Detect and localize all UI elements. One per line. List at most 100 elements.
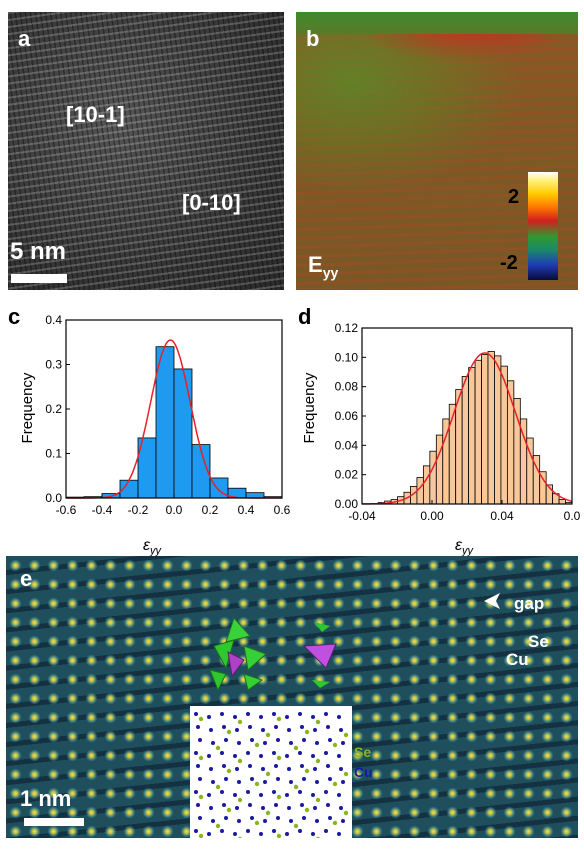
y-tick-label: 0.10 [335, 350, 359, 364]
se-atom [343, 771, 349, 777]
cu-atom [341, 780, 345, 784]
cu-atom [222, 764, 226, 768]
cu-atom [272, 751, 276, 755]
scalebar-a [11, 274, 67, 283]
cu-atom [233, 832, 237, 836]
x-tick-label: 0.4 [238, 503, 255, 517]
cu-atom [313, 767, 317, 771]
x-tick-label: -0.6 [56, 503, 77, 517]
cu-atom [233, 793, 237, 797]
se-atom [265, 732, 271, 738]
cu-atom [235, 767, 239, 771]
cu-atom [211, 780, 215, 784]
inset-cu-label: Cu [354, 764, 373, 780]
cu-atom [339, 728, 343, 732]
cu-atom [341, 819, 345, 823]
cu-atom [285, 832, 289, 836]
cu-atom [261, 728, 265, 732]
histogram-bar [429, 450, 437, 505]
cu-atom [274, 764, 278, 768]
cu-atom [220, 829, 224, 833]
cu-atom [311, 715, 315, 719]
cu-label: Cu [506, 650, 529, 669]
panel-b-strain-map: b 2 -2 Eyy [296, 12, 578, 290]
cu-atom [237, 819, 241, 823]
panel-d-letter: d [298, 304, 311, 329]
histogram-bar [487, 351, 495, 505]
inset-atoms [194, 712, 349, 838]
cu-atom [339, 806, 343, 810]
se-atom [304, 807, 310, 813]
cu-atom [207, 754, 211, 758]
cu-atom [209, 767, 213, 771]
cu-atom [341, 741, 345, 745]
se-atom [226, 768, 232, 774]
se-atom [332, 820, 338, 826]
cu-atom [237, 780, 241, 784]
cu-atom [274, 725, 278, 729]
cu-atom [302, 738, 306, 742]
cu-atom [274, 803, 278, 807]
cu-atom [324, 712, 328, 716]
cu-atom [224, 738, 228, 742]
cu-atom [220, 790, 224, 794]
scalebar-a-label: 5 nm [10, 238, 67, 265]
se-atom [238, 836, 242, 838]
panel-c-letter: c [8, 304, 20, 329]
cu-atom [209, 728, 213, 732]
x-tick-label: -0.04 [348, 509, 376, 523]
cu-atom [196, 764, 200, 768]
se-atom [332, 781, 338, 787]
cu-atom [250, 816, 254, 820]
histogram-bar [481, 354, 489, 505]
cu-atom [194, 790, 198, 794]
panel-d-plot-area: -0.04 0.00 0.04 0.00.000.020.040.060.080.10… [335, 321, 581, 523]
colorbar [528, 172, 558, 280]
panel-e-atomic-image: e gap Se Cu Se Cu 1 nm [6, 556, 578, 838]
cu-atom [233, 754, 237, 758]
x-tick-label: 0.2 [202, 503, 219, 517]
se-atom [198, 716, 204, 722]
cu-atom [196, 725, 200, 729]
se-atom [215, 823, 221, 829]
cu-atom [246, 712, 250, 716]
x-tick-label: -0.2 [128, 503, 149, 517]
cu-atom [324, 829, 328, 833]
se-atom [237, 758, 243, 764]
cu-atom [272, 829, 276, 833]
y-tick-label: 0.0 [45, 491, 62, 505]
cu-atom [259, 793, 263, 797]
se-atom [332, 742, 338, 748]
cu-atom [315, 741, 319, 745]
x-tick-label: 0.04 [490, 509, 514, 523]
histogram-bar [474, 359, 482, 505]
cu-atom [207, 793, 211, 797]
y-tick-label: 0.06 [335, 409, 359, 423]
x-tick-label: 0.0 [564, 509, 581, 523]
se-atom [316, 836, 320, 838]
cu-atom [207, 715, 211, 719]
se-atom [215, 784, 221, 790]
panel-d-histogram: d Frequency εyy -0.04 0.00 0.04 0.00.000.02… [298, 304, 581, 556]
cu-atom [339, 767, 343, 771]
cu-atom [315, 819, 319, 823]
se-atom [315, 797, 321, 803]
colorbar-max-label: 2 [508, 186, 520, 208]
purple-polyhedron [302, 622, 337, 688]
histogram-bar [422, 465, 431, 505]
cu-atom [246, 790, 250, 794]
cu-atom [313, 806, 317, 810]
colorbar-min-label: -2 [500, 252, 518, 274]
y-tick-label: 0.12 [335, 321, 359, 335]
se-atom [343, 732, 349, 738]
se-atom [304, 729, 310, 735]
cu-atom [263, 780, 267, 784]
histogram-bar [494, 355, 502, 505]
cu-atom [211, 741, 215, 745]
panel-c-xlabel: εyy [143, 537, 163, 556]
panel-a-haadf-image: a [10-1] [0-10] 5 nm [8, 12, 284, 290]
cu-atom [211, 819, 215, 823]
cu-atom [311, 832, 315, 836]
cu-atom [220, 712, 224, 716]
cu-atom [209, 806, 213, 810]
